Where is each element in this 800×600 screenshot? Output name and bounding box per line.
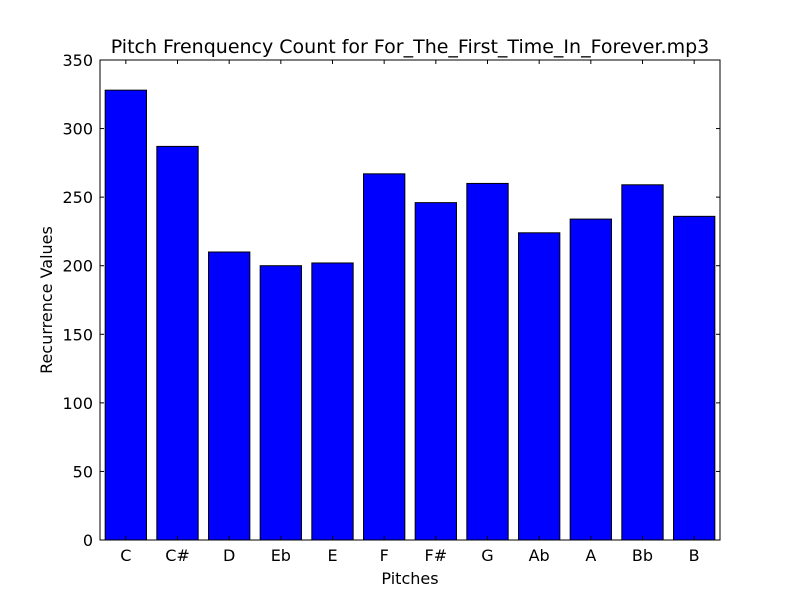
bar-b bbox=[673, 215, 716, 541]
bars-group bbox=[104, 89, 716, 541]
y-tick-label: 0 bbox=[83, 531, 93, 550]
x-tick-labels: C C# D Eb E F F# G Ab A Bb B bbox=[120, 546, 699, 565]
x-tick-label: B bbox=[689, 546, 700, 565]
x-tick-label: D bbox=[223, 546, 235, 565]
bar-bb bbox=[621, 184, 664, 541]
y-tick-label: 250 bbox=[62, 188, 93, 207]
bar-f-sharp bbox=[414, 202, 457, 541]
bar-d bbox=[208, 251, 251, 541]
chart-title: Pitch Frenquency Count for For_The_First… bbox=[111, 36, 709, 58]
y-tick-label: 350 bbox=[62, 51, 93, 70]
x-tick-label: Bb bbox=[632, 546, 653, 565]
x-tick-label: E bbox=[327, 546, 337, 565]
bar-e bbox=[311, 262, 354, 541]
x-axis-label: Pitches bbox=[381, 569, 438, 588]
y-tick-label: 100 bbox=[62, 394, 93, 413]
axis-ticks-group bbox=[100, 59, 720, 541]
bar-eb bbox=[259, 265, 302, 541]
plot-frame bbox=[99, 59, 721, 541]
bar-ab bbox=[518, 232, 561, 541]
bar-c-sharp bbox=[156, 145, 199, 541]
y-tick-label: 200 bbox=[62, 257, 93, 276]
x-tick-label: Eb bbox=[271, 546, 291, 565]
x-tick-label: C# bbox=[165, 546, 190, 565]
y-tick-label: 150 bbox=[62, 325, 93, 344]
x-tick-label: F bbox=[380, 546, 389, 565]
x-tick-label: F# bbox=[425, 546, 448, 565]
y-tick-labels: 0 50 100 150 200 250 300 350 bbox=[62, 51, 93, 550]
y-tick-label: 300 bbox=[62, 120, 93, 139]
bar-c bbox=[104, 89, 147, 541]
x-tick-label: Ab bbox=[529, 546, 550, 565]
y-axis-label: Recurrence Values bbox=[37, 226, 56, 374]
y-tick-label: 50 bbox=[73, 462, 93, 481]
bar-a bbox=[569, 218, 613, 541]
x-tick-label: C bbox=[120, 546, 131, 565]
x-tick-label: A bbox=[585, 546, 596, 565]
bar-g bbox=[466, 182, 509, 541]
bar-f bbox=[363, 173, 406, 541]
x-tick-label: G bbox=[481, 546, 493, 565]
